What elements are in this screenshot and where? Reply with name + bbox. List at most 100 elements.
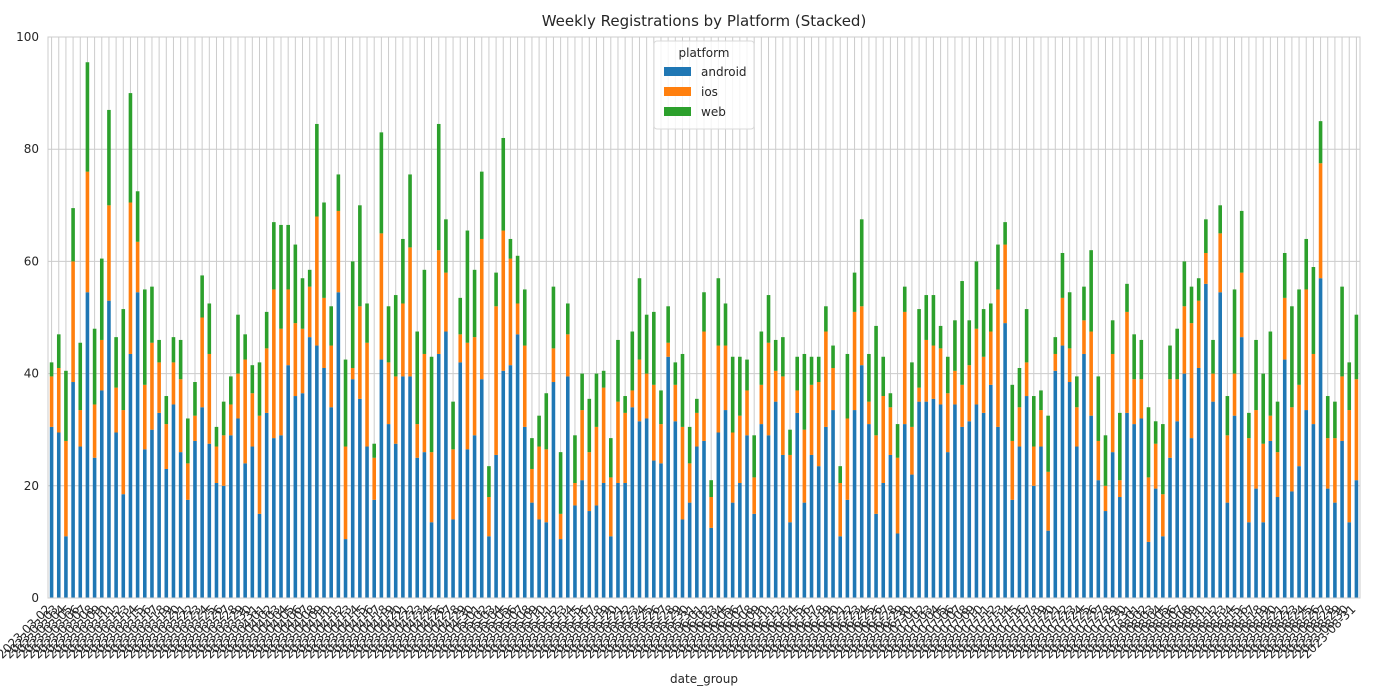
- bar-segment: [1311, 424, 1316, 598]
- bar-segment: [938, 348, 943, 405]
- bar-segment: [601, 370, 606, 388]
- bar-segment: [852, 410, 857, 598]
- bar-segment: [551, 286, 556, 349]
- bar-segment: [64, 370, 68, 441]
- bar-segment: [587, 452, 592, 512]
- bar-segment: [164, 468, 169, 598]
- bar-segment: [436, 123, 441, 251]
- bar-segment: [264, 311, 269, 349]
- bar-segment: [666, 356, 670, 598]
- bar-segment: [795, 356, 799, 391]
- bar-segment: [924, 401, 929, 598]
- bar-segment: [56, 367, 61, 433]
- bar-segment: [809, 384, 814, 455]
- bar-segment: [709, 497, 713, 528]
- bar-segment: [888, 393, 893, 408]
- legend-label: ios: [701, 85, 718, 99]
- bar-segment: [644, 314, 649, 374]
- bar-segment: [924, 295, 929, 340]
- bar-segment: [1204, 219, 1208, 253]
- bar-segment: [1032, 446, 1036, 486]
- bar-segment: [279, 328, 283, 436]
- bar-segment: [609, 438, 613, 478]
- bar-segment: [781, 376, 785, 455]
- bar-segment: [358, 306, 362, 399]
- bar-segment: [479, 379, 484, 598]
- bar-segment: [745, 359, 749, 391]
- bar-segment: [85, 292, 90, 598]
- bar-segment: [379, 233, 384, 360]
- bar-segment: [422, 452, 427, 598]
- bar-segment: [1032, 485, 1036, 598]
- bar-segment: [1354, 379, 1359, 481]
- bar-segment: [680, 519, 685, 598]
- bar-segment: [415, 457, 420, 598]
- bar-segment: [1024, 309, 1029, 363]
- bar-segment: [1125, 283, 1129, 312]
- bar-segment: [1103, 435, 1108, 486]
- bar-segment: [336, 210, 341, 293]
- bar-segment: [1218, 292, 1222, 598]
- bar-segment: [1053, 353, 1058, 371]
- bar-segment: [895, 533, 900, 598]
- bar-segment: [644, 418, 649, 598]
- bar-segment: [315, 216, 319, 346]
- bar-segment: [601, 387, 606, 483]
- bar-segment: [1204, 252, 1208, 284]
- bar-segment: [458, 334, 463, 363]
- bar-segment: [272, 222, 276, 290]
- bar-segment: [1132, 424, 1136, 598]
- bar-segment: [867, 424, 871, 598]
- bar-segment: [1039, 410, 1043, 447]
- bar-segment: [444, 219, 448, 273]
- bar-segment: [393, 443, 398, 598]
- bar-segment: [472, 337, 477, 436]
- bar-segment: [56, 334, 61, 368]
- bar-segment: [616, 482, 620, 598]
- chart-title: Weekly Registrations by Platform (Stacke…: [542, 12, 867, 30]
- bar-segment: [1046, 415, 1050, 472]
- bar-segment: [250, 365, 255, 394]
- bar-segment: [365, 303, 369, 343]
- bar-segment: [465, 342, 470, 450]
- bar-segment: [1125, 412, 1129, 598]
- bar-segment: [451, 449, 455, 520]
- bar-segment: [953, 404, 957, 598]
- bar-segment: [142, 449, 147, 598]
- bar-segment: [745, 390, 749, 436]
- bar-segment: [372, 457, 376, 500]
- bar-segment: [257, 362, 262, 416]
- bar-segment: [329, 306, 333, 346]
- bar-segment: [630, 331, 635, 391]
- bar-segment: [157, 362, 161, 413]
- bar-segment: [981, 356, 986, 413]
- bar-segment: [99, 339, 104, 391]
- bar-segment: [1039, 390, 1043, 411]
- bar-segment: [824, 306, 828, 332]
- bar-segment: [716, 345, 721, 433]
- bar-segment: [723, 410, 728, 598]
- bar-segment: [1247, 438, 1251, 523]
- bar-segment: [1333, 502, 1337, 598]
- bar-segment: [838, 482, 843, 537]
- bar-segment: [307, 337, 312, 598]
- bar-segment: [659, 390, 663, 425]
- bar-segment: [630, 407, 635, 598]
- bar-segment: [580, 480, 584, 598]
- bar-segment: [1067, 292, 1072, 349]
- y-tick-label: 0: [31, 591, 39, 605]
- bar-segment: [164, 424, 169, 469]
- bar-segment: [114, 432, 118, 598]
- bar-segment: [264, 412, 269, 598]
- bar-segment: [408, 174, 412, 248]
- bar-segment: [988, 303, 993, 332]
- bar-segment: [695, 412, 699, 447]
- bar-segment: [401, 376, 405, 598]
- bar-segment: [1017, 367, 1022, 408]
- bar-segment: [1082, 353, 1086, 598]
- bar-segment: [637, 421, 642, 598]
- bar-segment: [766, 295, 771, 343]
- bar-segment: [229, 376, 233, 405]
- bar-segment: [1175, 379, 1179, 422]
- y-tick-label: 100: [16, 30, 39, 44]
